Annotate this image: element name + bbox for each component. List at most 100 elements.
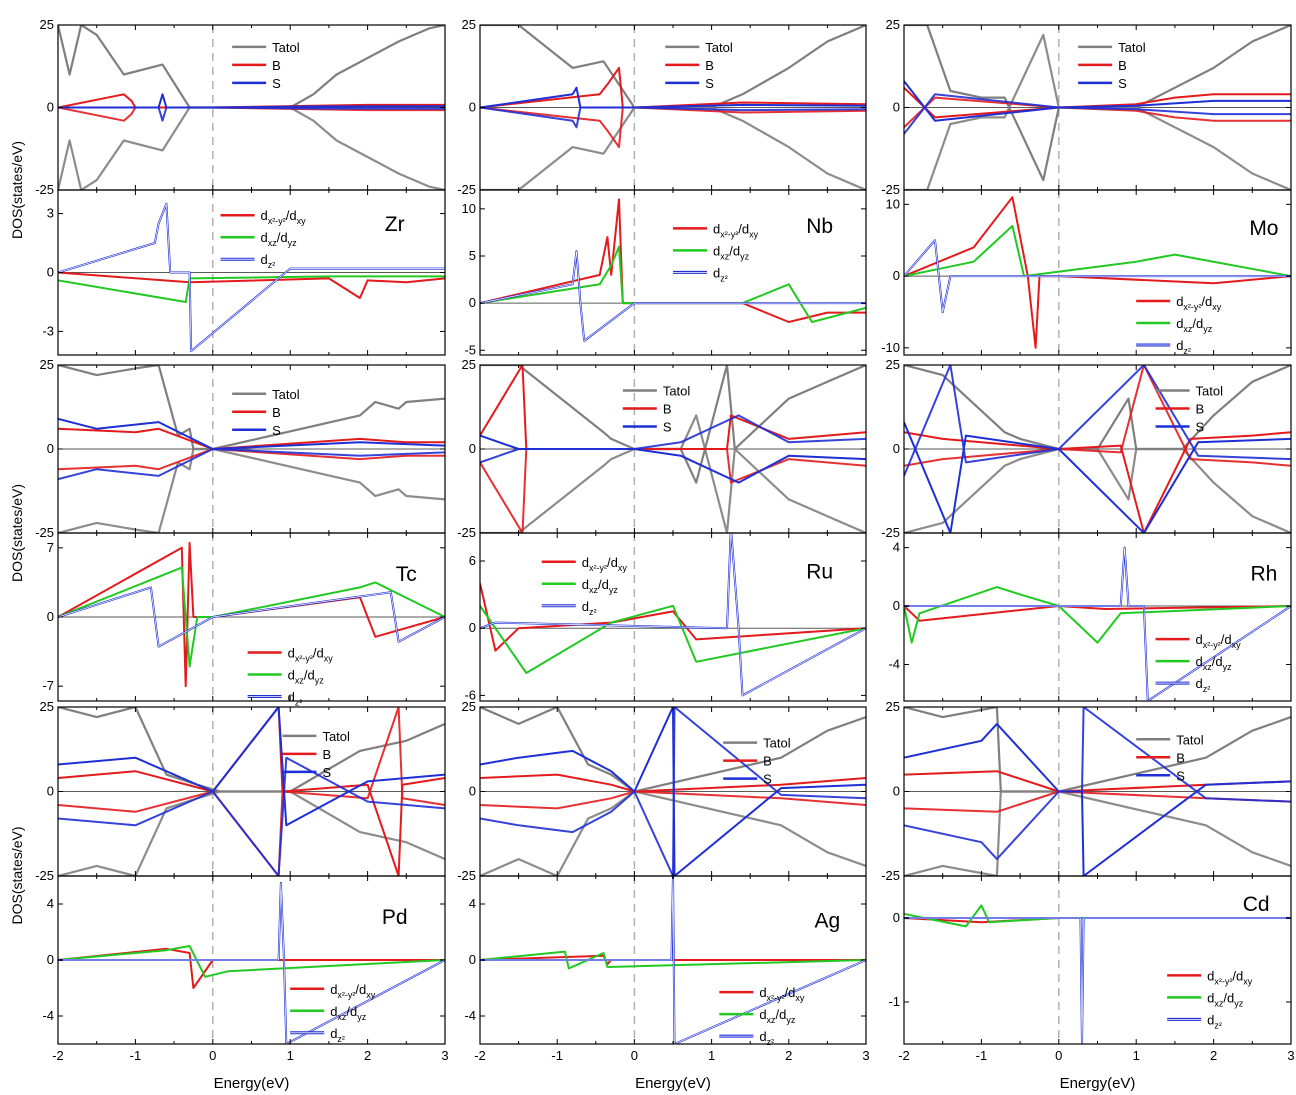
- series-line-Tatol: [480, 707, 866, 793]
- series-group: [480, 876, 866, 1044]
- series-group: [58, 707, 445, 876]
- element-label-Pd: Pd: [382, 906, 408, 929]
- y-tick-label: -5: [464, 342, 476, 357]
- legend-label-dxz/dyz: dxz/dyz: [1176, 316, 1213, 334]
- series-line-dxz/dyz: [904, 904, 1291, 928]
- panel-Ru-bottom: 6 0 -6 dx²-y²/dxy dxz/dyz dz²: [464, 532, 867, 702]
- legend-label-dxz/dyz: dxz/dyz: [330, 1004, 367, 1022]
- x-tick-label: 3: [862, 1048, 869, 1063]
- panel-Cd-bottom: 0 -1 dx²-y²/dxy dxz/dyz dz²: [888, 875, 1292, 1045]
- series-line-dz2-core: [58, 586, 445, 648]
- series-line-Tatol-spin-down: [904, 447, 1291, 533]
- series-line-dz2-core: [480, 251, 866, 342]
- legend-label-dz2: dz²: [330, 1026, 345, 1044]
- legend-label-dxz/dyz: dxz/dyz: [288, 668, 325, 686]
- y-tick-label: 25: [40, 17, 54, 32]
- series-line-S-spin-down: [58, 106, 445, 122]
- x-tick-label: 0: [631, 1048, 638, 1063]
- legend-label-B: B: [763, 754, 772, 769]
- legend-label-dxz/dyz: dxz/dyz: [1196, 654, 1233, 672]
- series-line-dz2-core: [904, 917, 1291, 1044]
- legend-label-S: S: [663, 419, 672, 434]
- legend-label-dz2: dz²: [582, 599, 597, 617]
- y-tick-label: -3: [42, 323, 54, 338]
- y-tick-label: 0: [893, 268, 900, 283]
- legend-label-dx2-y2/dxy: dx²-y²/dxy: [713, 221, 759, 239]
- series-line-B: [58, 427, 445, 450]
- y-tick-label: 25: [886, 699, 900, 714]
- x-tick-label: 2: [1210, 1048, 1217, 1063]
- legend-label-B: B: [1196, 401, 1205, 416]
- series-line-dxz/dyz: [480, 245, 866, 323]
- legend-label-dx2-y2/dxy: dx²-y²/dxy: [1207, 968, 1253, 986]
- panel-frame: [903, 189, 1292, 356]
- panel-Mo-bottom: 10 0 -10 dx²-y²/dxy dxz/dyz dz²: [881, 189, 1292, 356]
- series-group: [480, 365, 866, 533]
- y-tick-label: 4: [47, 896, 54, 911]
- panel-frame: [479, 532, 867, 702]
- legend-label-Tatol: Tatol: [1118, 40, 1146, 55]
- legend-label-Tatol: Tatol: [763, 736, 791, 751]
- legend-label-B: B: [1176, 750, 1185, 765]
- x-tick-label: 2: [785, 1048, 792, 1063]
- y-axis-label: DOS(states/eV): [9, 826, 25, 924]
- panel-frame: [903, 875, 1292, 1045]
- series-line-S-spin-down: [904, 93, 1291, 135]
- legend-label-S: S: [763, 772, 772, 787]
- y-tick-label: 0: [469, 952, 476, 967]
- legend-label-S: S: [1118, 76, 1127, 91]
- x-tick-label: 2: [364, 1048, 371, 1063]
- y-tick-label: 4: [893, 540, 900, 555]
- legend-label-dxz/dyz: dxz/dyz: [713, 243, 750, 261]
- series-line-dz2: [480, 250, 866, 342]
- series-group: [58, 882, 445, 1044]
- y-tick-label: 0: [893, 784, 900, 799]
- series-line-S-spin-down: [58, 448, 445, 481]
- legend-label-Tatol: Tatol: [1176, 732, 1204, 747]
- panel-Cd-top: 25 0 -25 Tatol BS: [881, 699, 1292, 883]
- series-line-dz2-core: [480, 533, 866, 696]
- legend-label-B: B: [322, 747, 331, 762]
- y-tick-label: 0: [47, 441, 54, 456]
- panel-Ag-top: 25 0 -25 Tatol BS: [457, 699, 867, 883]
- series-line-Tatol: [58, 365, 445, 451]
- legend-label-S: S: [322, 765, 331, 780]
- y-tick-label: 0: [47, 100, 54, 115]
- y-tick-label: -25: [881, 182, 900, 197]
- legend-label-dx2-y2/dxy: dx²-y²/dxy: [1176, 294, 1222, 312]
- element-label-Ru: Ru: [806, 561, 833, 584]
- y-tick-label: -1: [888, 994, 900, 1009]
- series-line-B-spin-down: [904, 790, 1291, 813]
- series-line-dz2-core: [58, 882, 445, 1044]
- series-line-S: [480, 86, 866, 109]
- series-group: [904, 25, 1291, 190]
- legend-label-S: S: [272, 76, 281, 91]
- x-tick-label: -2: [898, 1048, 910, 1063]
- legend-label-dz2: dz²: [759, 1029, 774, 1047]
- element-label-Mo: Mo: [1249, 217, 1278, 240]
- series-line-S-spin-down: [58, 756, 445, 876]
- series-line-Tatol-spin-down: [480, 414, 866, 533]
- series-line-Tatol: [904, 25, 1291, 182]
- y-tick-label: 3: [47, 206, 54, 221]
- legend-label-dxz/dyz: dxz/dyz: [759, 1007, 796, 1025]
- element-label-Rh: Rh: [1250, 562, 1277, 585]
- legend-label-S: S: [705, 76, 714, 91]
- series-line-dxz/dyz: [58, 566, 445, 668]
- y-tick-label: 25: [462, 699, 476, 714]
- series-line-B-spin-down: [904, 365, 1291, 467]
- x-tick-label: -1: [130, 1048, 142, 1063]
- panel-Rh-top: 25 0 -25 Tatol BS: [881, 357, 1292, 540]
- legend-label-dxz/dyz: dxz/dyz: [582, 577, 619, 595]
- series-line-B-spin-down: [58, 448, 445, 471]
- y-tick-label: 0: [469, 295, 476, 310]
- series-line-Tatol-spin-down: [480, 790, 866, 876]
- legend-label-Tatol: Tatol: [663, 383, 691, 398]
- series-group: [480, 198, 866, 342]
- x-tick-label: 0: [1055, 1048, 1062, 1063]
- y-tick-label: -10: [881, 340, 900, 355]
- series-line-dx2-y2/dxy: [904, 196, 1291, 349]
- series-line-S-spin-down: [904, 707, 1291, 861]
- y-tick-label: 0: [893, 100, 900, 115]
- x-axis-label: Energy(eV): [1060, 1075, 1136, 1092]
